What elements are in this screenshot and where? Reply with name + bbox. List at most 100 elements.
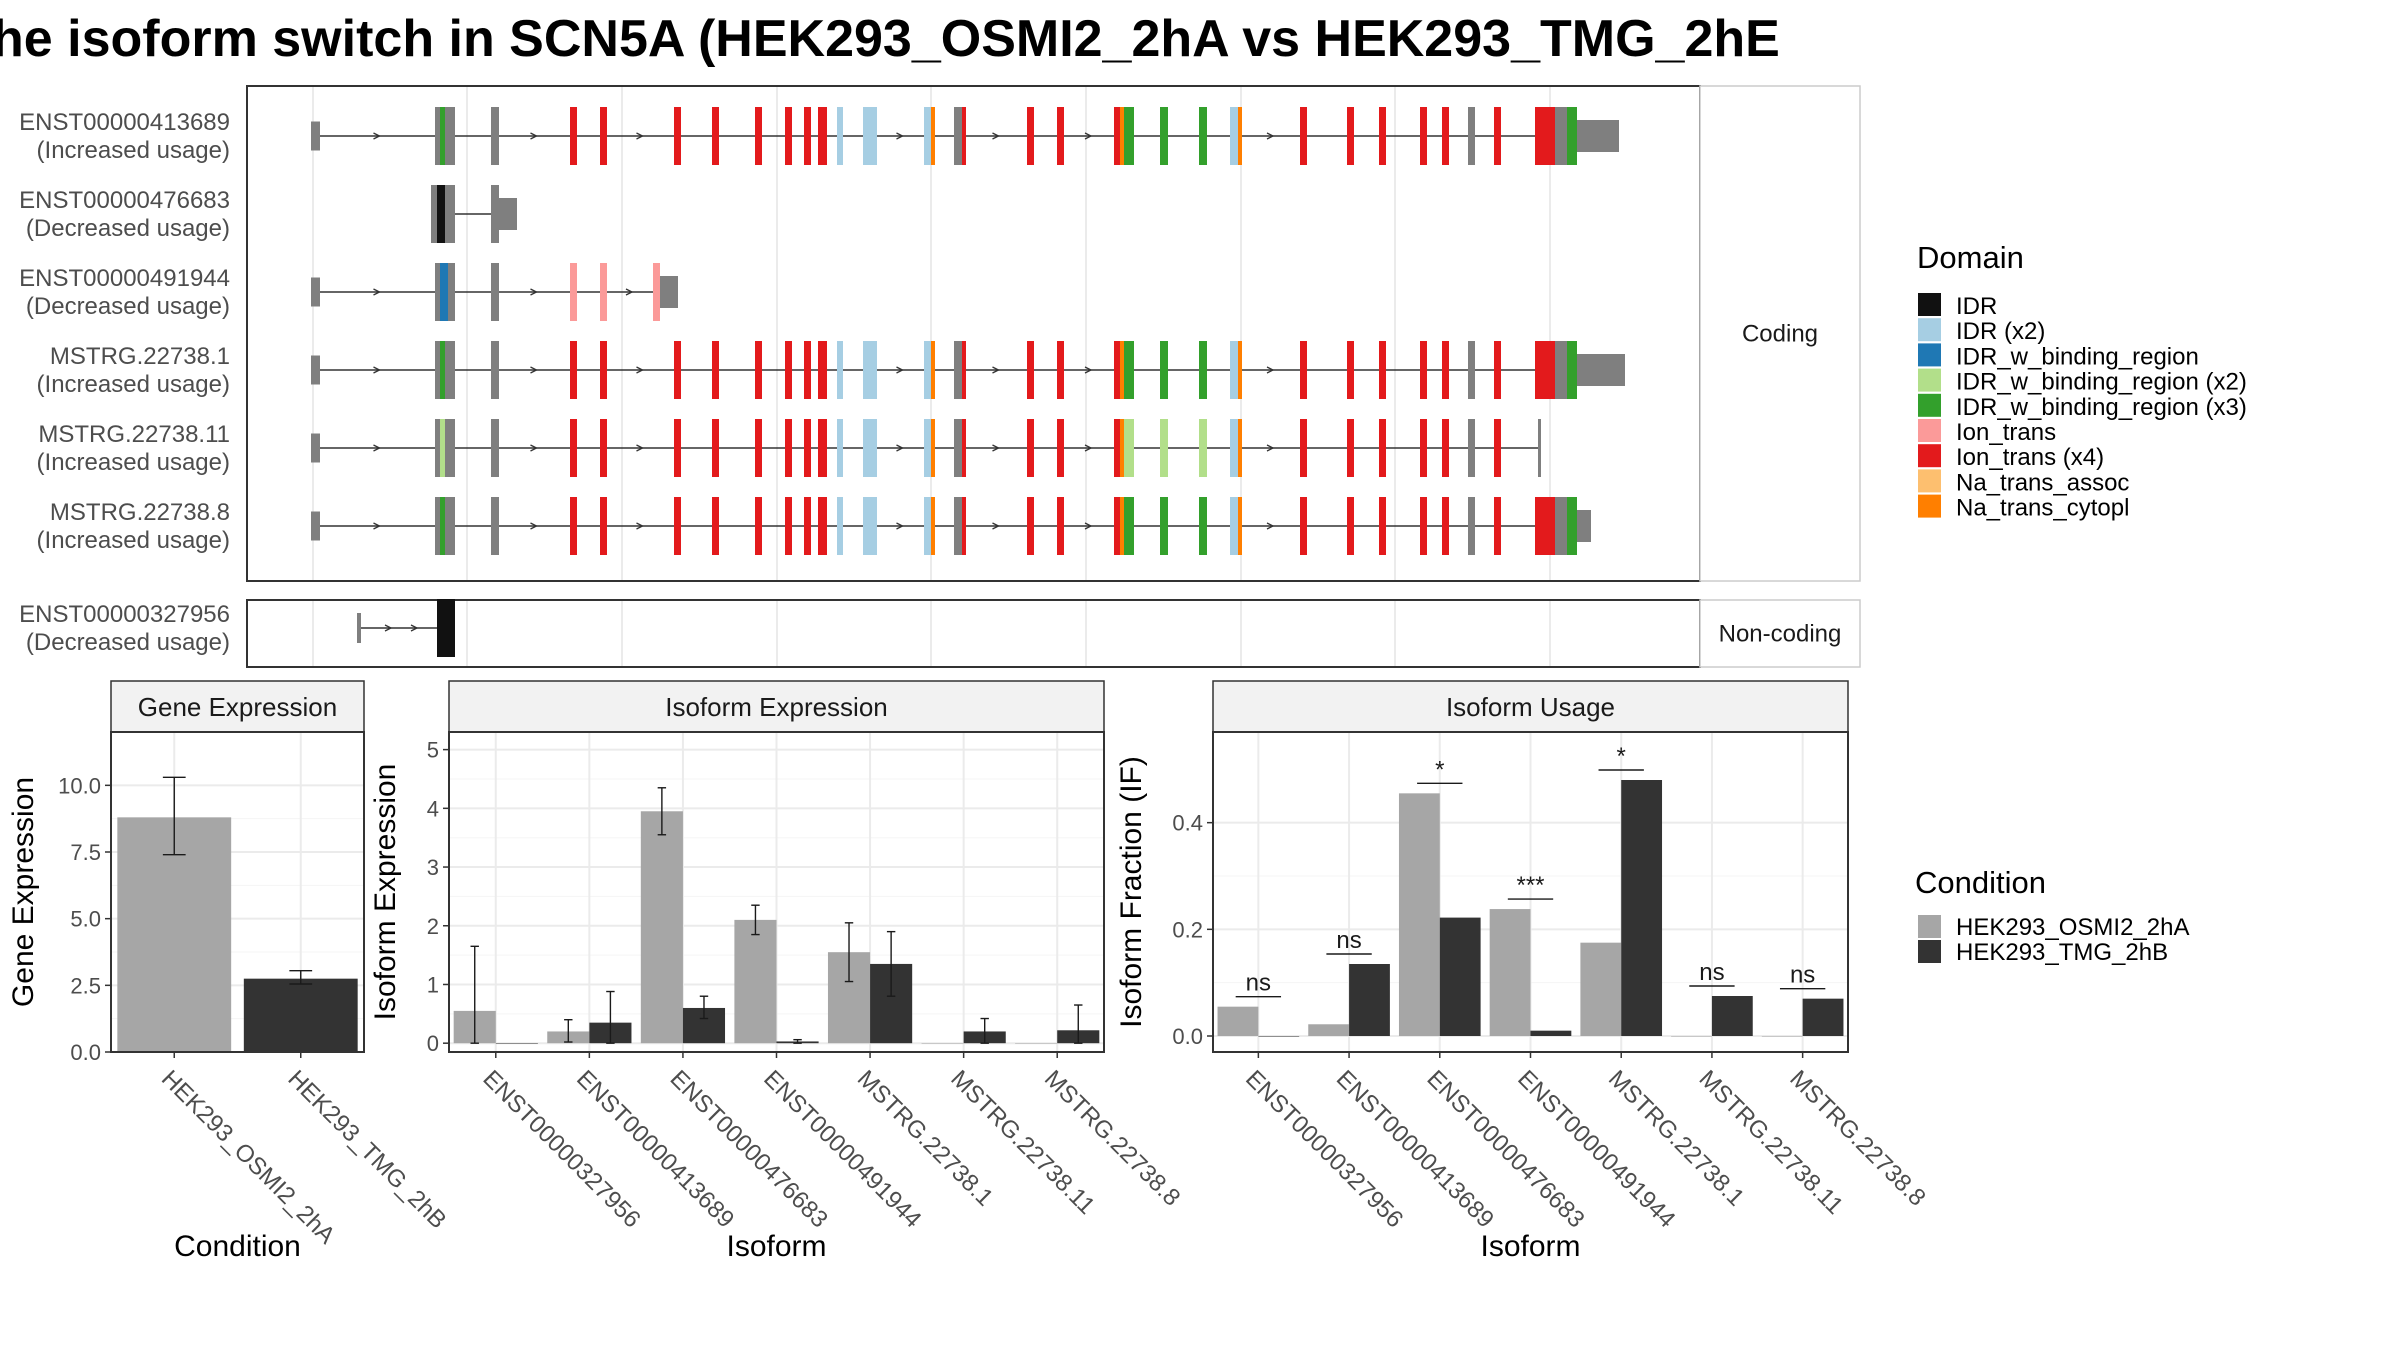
exon — [962, 341, 966, 399]
significance-label: * — [1435, 756, 1444, 783]
noncoding-strip — [1699, 599, 1861, 668]
exon — [755, 107, 762, 165]
exon — [1300, 419, 1307, 477]
exon — [674, 107, 681, 165]
exon — [1160, 341, 1168, 399]
exon — [1300, 107, 1307, 165]
domain-legend-swatch — [1918, 293, 1941, 316]
exon — [1442, 341, 1449, 399]
x-tick-label: ENST00000327956 — [1240, 1065, 1408, 1233]
exon — [1199, 497, 1207, 555]
exon — [931, 341, 935, 399]
exon — [962, 107, 966, 165]
exon — [1535, 341, 1555, 399]
isoform-id-label: MSTRG.22738.1 — [50, 343, 230, 370]
exon — [755, 341, 762, 399]
exon — [1442, 419, 1449, 477]
exon — [954, 341, 962, 399]
exon — [1114, 419, 1121, 477]
exon — [1124, 341, 1134, 399]
x-tick-label: ENST00000491944 — [758, 1065, 926, 1233]
isoform-row-413689 — [311, 107, 1619, 165]
exon — [600, 419, 607, 477]
bar — [1489, 909, 1531, 1036]
plot-border — [110, 731, 365, 1053]
exon — [924, 497, 931, 555]
exon — [755, 497, 762, 555]
exon — [804, 497, 811, 555]
isoform-row-22738-11 — [311, 419, 1541, 477]
isoform-usage-label: (Increased usage) — [37, 137, 230, 164]
facet-title: Isoform Usage — [1446, 692, 1615, 722]
bar — [1308, 1024, 1350, 1036]
exon — [755, 419, 762, 477]
intron-arrow — [1266, 522, 1275, 530]
exon — [1468, 419, 1475, 477]
isoform-structure-panel: CodingNon-codingENST00000413689(Increase… — [19, 85, 1861, 668]
intron-arrow — [992, 366, 1000, 374]
exon — [1420, 341, 1427, 399]
intron-arrow — [992, 522, 1000, 530]
exon — [570, 263, 577, 321]
exon — [1379, 341, 1386, 399]
intron-arrow — [1266, 444, 1275, 452]
intron-arrow — [384, 624, 393, 632]
x-tick-label: ENST00000327956 — [478, 1065, 646, 1233]
facet-strip — [448, 680, 1105, 733]
y-tick-label: 0.4 — [1172, 811, 1203, 836]
exon — [863, 497, 869, 555]
exon — [1567, 107, 1577, 165]
exon — [1347, 107, 1354, 165]
exon — [1027, 419, 1034, 477]
bar — [1671, 1036, 1712, 1037]
exon — [837, 497, 843, 555]
condition-legend-title: Condition — [1915, 865, 2046, 900]
exon — [1057, 497, 1064, 555]
facet-strip — [1212, 680, 1849, 733]
exon — [1120, 419, 1124, 477]
condition-legend-swatch — [1918, 915, 1941, 938]
exon — [1199, 419, 1207, 477]
exon — [491, 263, 499, 321]
exon — [1494, 419, 1501, 477]
exon — [445, 497, 455, 555]
exon — [863, 419, 869, 477]
domain-legend-swatch — [1918, 343, 1941, 367]
domain-legend-swatch — [1918, 444, 1941, 468]
intron-arrow — [530, 444, 538, 452]
domain-legend-swatch — [1918, 469, 1941, 493]
exon — [435, 419, 440, 477]
intron-arrow — [1266, 366, 1275, 374]
exon — [491, 341, 499, 399]
exon — [600, 107, 607, 165]
exon — [435, 341, 440, 399]
exon — [674, 419, 681, 477]
exon — [570, 497, 577, 555]
exon — [311, 277, 320, 307]
isoform-row-476683 — [431, 185, 517, 243]
bar — [1439, 917, 1481, 1036]
isoform-usage-label: (Increased usage) — [37, 371, 230, 398]
y-tick-label: 4 — [427, 796, 439, 821]
domain-legend-label: IDR_w_binding_region (x3) — [1956, 394, 2247, 421]
exon — [1160, 107, 1168, 165]
utr-exon — [1577, 120, 1619, 152]
isoform-row-327956 — [357, 599, 455, 657]
isoform-expression-chart: Isoform Expression012345ENST00000327956E… — [369, 680, 1185, 1263]
exon — [311, 121, 320, 151]
domain-legend-swatch — [1918, 393, 1941, 417]
exon — [962, 419, 966, 477]
exon — [357, 613, 361, 643]
isoform-id-label: ENST00000491944 — [19, 265, 230, 292]
coding-strip-label: Coding — [1742, 321, 1818, 348]
intron-arrow — [896, 522, 904, 530]
exon — [1535, 497, 1555, 555]
exon — [1420, 419, 1427, 477]
exon — [1114, 107, 1121, 165]
exon — [1535, 107, 1555, 165]
isoform-row-22738-1 — [311, 341, 1625, 399]
y-tick-label: 7.5 — [70, 840, 101, 865]
exon — [1567, 497, 1577, 555]
exon — [435, 263, 440, 321]
exon — [863, 341, 869, 399]
